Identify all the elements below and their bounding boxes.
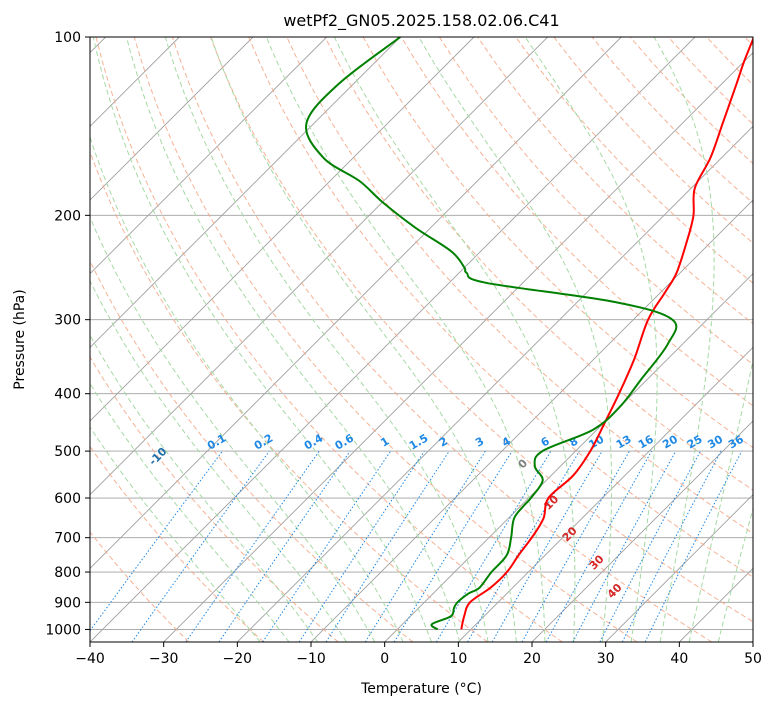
moist-adiabat-line <box>90 382 290 642</box>
moist-adiabats <box>90 37 753 642</box>
dry-adiabat-line <box>438 37 753 366</box>
isotherm-line <box>384 273 753 642</box>
moist-adiabat-line <box>333 37 576 642</box>
mixing-ratio-line <box>218 450 351 642</box>
mixing-ratio-line <box>572 450 677 642</box>
x-tick-label: 30 <box>597 651 615 667</box>
dry-adiabat-line <box>133 37 638 642</box>
mixing-ratio-line <box>185 450 320 642</box>
isotherm-line <box>90 37 254 201</box>
mixing-ratio-line <box>521 450 630 642</box>
x-tick-label: 20 <box>523 651 541 667</box>
y-tick-label: 600 <box>54 491 81 507</box>
dry-adiabat-line <box>90 259 414 642</box>
dry-adiabat-line <box>90 150 488 642</box>
dry-adiabat-line <box>90 531 190 642</box>
mixing-ratio-line <box>599 450 701 642</box>
moist-adiabat-line <box>90 135 404 642</box>
y-tick-label: 200 <box>54 208 81 224</box>
mixing-ratio-line <box>545 450 653 642</box>
dry-adiabat-line <box>95 37 563 642</box>
x-axis: −40 −30 −20 −10 0 10 20 30 40 50 <box>75 642 762 667</box>
dry-adiabat-line <box>248 37 753 578</box>
y-tick-label: 1000 <box>45 622 81 638</box>
moist-adiabat-line <box>418 37 613 642</box>
isotherm-line <box>90 37 475 422</box>
dry-adiabats <box>90 37 753 642</box>
moist-adiabat-line <box>210 37 517 642</box>
chart-title: wetPf2_GN05.2025.158.02.06.C41 <box>283 11 559 31</box>
dry-adiabat-line <box>90 356 339 642</box>
y-tick-label: 100 <box>54 30 81 46</box>
isotherm-line <box>605 494 753 642</box>
y-tick-label: 300 <box>54 313 81 329</box>
y-axis: 100 200 300 400 500 600 700 800 900 1000 <box>45 30 90 638</box>
moist-adiabat-line <box>92 37 432 642</box>
moist-adiabat-line <box>717 506 753 642</box>
mixing-ratio-line <box>364 450 486 642</box>
mixing-ratio-line <box>644 450 743 642</box>
y-tick-label: 700 <box>54 531 81 547</box>
mixing-ratio-line <box>621 450 722 642</box>
x-tick-label: 10 <box>449 651 467 667</box>
x-tick-label: 0 <box>380 651 389 667</box>
x-tick-label: 50 <box>744 651 762 667</box>
mixing-ratio-line <box>262 450 392 642</box>
x-tick-label: −20 <box>223 651 253 667</box>
y-tick-label: 500 <box>54 444 81 460</box>
isotherm-line <box>90 37 622 569</box>
dry-adiabat-line <box>324 37 753 491</box>
mixing-ratio-line <box>393 450 513 642</box>
isotherm-line <box>163 52 753 642</box>
dry-adiabat-line <box>171 37 712 642</box>
dewpoint-line <box>305 37 678 631</box>
mixing-ratio-lines <box>90 450 743 642</box>
y-tick-label: 800 <box>54 565 81 581</box>
isotherm-line <box>90 37 696 642</box>
profile-series <box>305 37 753 631</box>
dry-adiabat-line <box>515 37 753 284</box>
x-tick-label: −40 <box>75 651 105 667</box>
isotherm-line <box>90 37 548 496</box>
moist-adiabat-line <box>126 37 461 642</box>
isobar-grid <box>90 37 753 630</box>
x-axis-label: Temperature (°C) <box>360 681 482 697</box>
isotherm-line <box>458 346 753 642</box>
mixing-ratio-line <box>325 450 450 642</box>
x-tick-label: 40 <box>670 651 688 667</box>
moist-adiabat-line <box>90 426 261 642</box>
dry-adiabat-line <box>400 37 753 407</box>
y-axis-label: Pressure (hPa) <box>12 289 28 389</box>
dry-adiabat-line <box>90 445 264 642</box>
isotherm-line <box>237 125 753 642</box>
isotherm-line <box>90 37 327 275</box>
y-tick-label: 400 <box>54 387 81 403</box>
moist-adiabat-line <box>266 37 546 642</box>
moist-adiabat-line <box>524 37 658 642</box>
mixing-ratio-line <box>298 450 425 642</box>
isotherm-grid <box>90 37 753 642</box>
moist-adiabat-line <box>653 37 715 642</box>
mixing-ratio-line <box>435 450 552 642</box>
x-tick-label: −30 <box>149 651 179 667</box>
isotherm-line <box>531 420 753 642</box>
mixing-ratio-line <box>90 450 223 632</box>
moist-adiabat-line <box>164 37 489 642</box>
isotherm-line <box>90 37 401 348</box>
temperature-line <box>460 37 753 630</box>
moist-adiabat-line <box>90 334 319 642</box>
moist-adiabat-line <box>688 358 753 642</box>
y-tick-label: 900 <box>54 595 81 611</box>
plot-frame <box>89 36 754 643</box>
mixing-ratio-line <box>131 450 270 642</box>
x-tick-label: −10 <box>296 651 326 667</box>
moist-adiabat-line <box>90 215 376 642</box>
